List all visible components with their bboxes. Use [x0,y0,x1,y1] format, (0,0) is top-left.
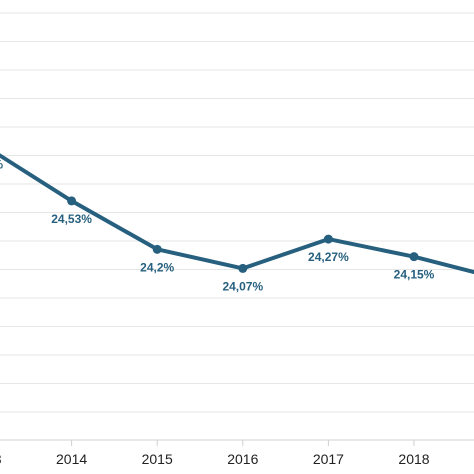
data-label: 24,53% [51,212,92,226]
data-label: 24,27% [308,250,349,264]
gridlines [0,12,474,413]
data-label: 24,15% [394,268,435,282]
data-labels: 24,9%24,53%24,2%24,07%24,27%24,15%24,0% [0,158,435,294]
data-point[interactable] [238,263,248,273]
data-point[interactable] [323,234,333,244]
x-tick-label: 2017 [313,451,344,467]
data-label: 24,9% [0,158,3,172]
x-tick-label: 2014 [56,451,87,467]
x-tick-label: 2016 [227,451,258,467]
x-tick-label: 2015 [142,451,173,467]
data-point[interactable] [67,196,77,206]
x-tick-label: 2018 [398,451,429,467]
data-label: 24,2% [140,260,174,274]
series-layer [0,153,474,275]
data-point[interactable] [409,252,419,262]
x-axis-ticks: 2013201420152016201720182019 [0,440,430,467]
data-label: 24,07% [222,279,263,293]
x-tick-label: 2013 [0,451,2,467]
data-point[interactable] [152,244,162,254]
